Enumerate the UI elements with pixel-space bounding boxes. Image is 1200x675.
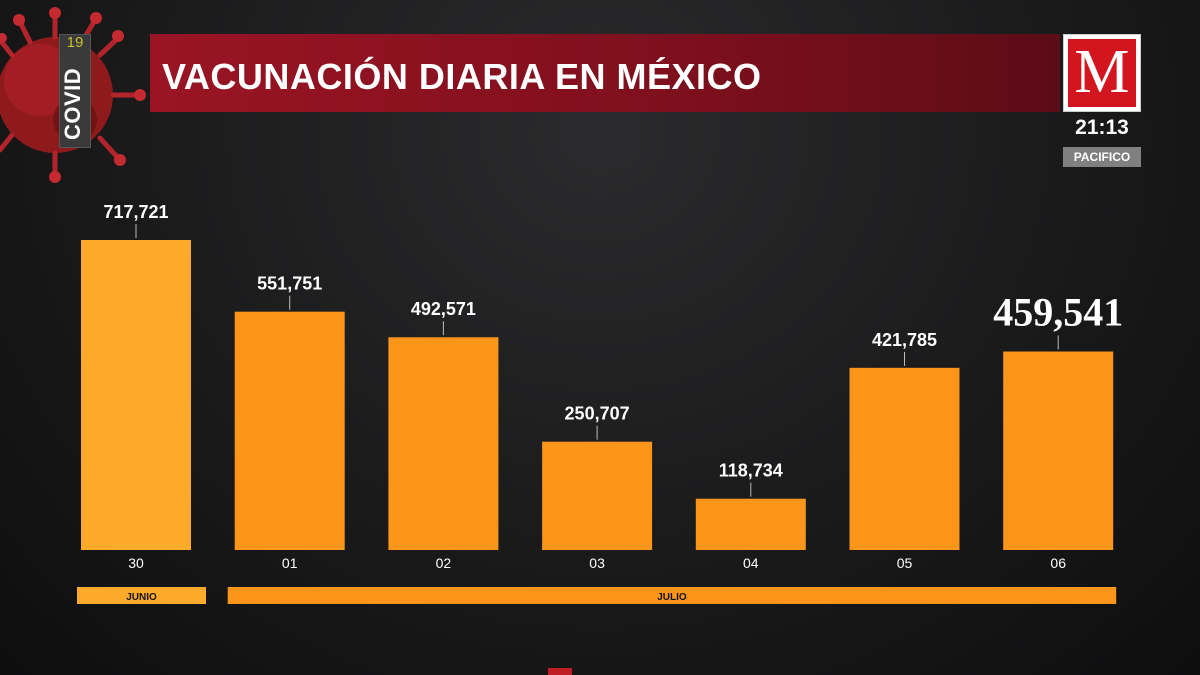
page-title: VACUNACIÓN DIARIA EN MÉXICO xyxy=(162,56,762,97)
bar-30 xyxy=(81,240,191,550)
data-label: 250,707 xyxy=(565,404,630,424)
bar-06 xyxy=(1003,351,1114,550)
x-tick-label: 05 xyxy=(897,555,913,571)
data-label: 459,541 xyxy=(993,290,1123,335)
x-tick-label: 06 xyxy=(1050,555,1066,571)
group-junio-label: JUNIO xyxy=(126,592,157,603)
covid-tag xyxy=(59,34,91,148)
logo-letter: M xyxy=(1074,38,1130,106)
x-tick-label: 01 xyxy=(282,555,298,571)
bar-02 xyxy=(388,337,499,550)
data-label: 551,751 xyxy=(257,274,322,294)
title-bar: VACUNACIÓN DIARIA EN MÉXICO xyxy=(150,34,1060,112)
region-badge: PACIFICO xyxy=(1063,147,1141,167)
bar-05 xyxy=(849,367,960,550)
bar-04 xyxy=(695,498,806,550)
bar-03 xyxy=(542,441,653,550)
data-label: 717,721 xyxy=(103,202,168,222)
group-junio-bar xyxy=(77,587,206,604)
group-julio-label: JULIO xyxy=(657,592,687,603)
bar-01 xyxy=(234,311,345,550)
clock: 21:13 xyxy=(1075,116,1129,139)
x-tick-label: 30 xyxy=(128,555,144,571)
milenio-logo: M xyxy=(1063,34,1141,112)
x-tick-label: 04 xyxy=(743,555,759,571)
group-julio-bar xyxy=(227,587,1117,604)
covid-number: 19 xyxy=(66,34,84,51)
x-tick-label: 03 xyxy=(589,555,605,571)
data-label: 421,785 xyxy=(872,330,937,350)
x-tick-label: 02 xyxy=(436,555,452,571)
data-label: 118,734 xyxy=(719,461,783,481)
logo-background xyxy=(1068,39,1136,107)
bottom-marker xyxy=(548,668,572,675)
data-label: 492,571 xyxy=(411,299,476,319)
